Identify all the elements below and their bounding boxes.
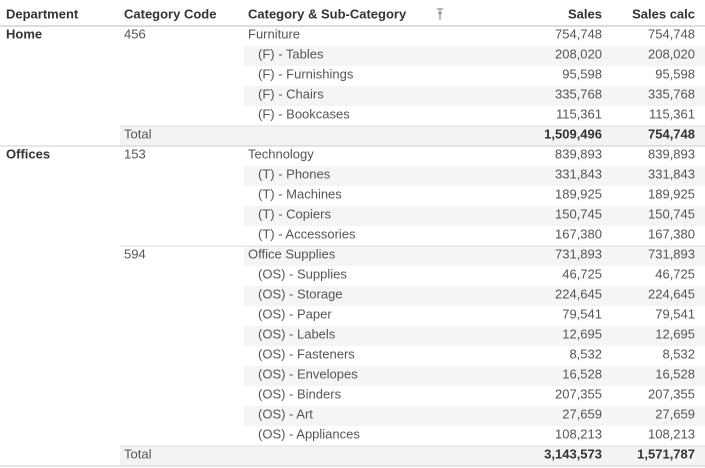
department: Offices [6,146,50,161]
category-code: 456 [124,26,146,41]
category: (OS) - Fasteners [258,346,355,361]
header-department: Department [6,6,79,21]
sales: 115,361 [556,106,602,121]
sales-calc: 335,768 [648,86,695,101]
sales: 335,768 [555,86,602,101]
sales: 12,695 [562,326,602,341]
sales-calc: 150,745 [648,206,695,221]
sales-calc: 8,532 [662,346,695,361]
category-code: Total [124,126,152,141]
sales: 208,020 [555,46,602,61]
header-category: Category & Sub-Category [248,6,407,21]
header-sales: Sales [568,6,602,21]
header-category-code: Category Code [124,6,216,21]
sales-calc: 207,355 [648,386,695,401]
sales: 1,509,496 [544,126,602,141]
category: Furniture [248,26,300,41]
row-band [244,46,705,66]
category: (OS) - Binders [258,386,342,401]
sales-calc: 46,725 [655,266,695,281]
sales-calc: 1,571,787 [637,446,695,461]
sales: 224,645 [555,286,602,301]
category: (T) - Phones [258,166,331,181]
row-band [244,86,705,106]
sales-calc: 754,748 [648,126,695,141]
sales: 167,380 [555,226,602,241]
category: (T) - Copiers [258,206,331,221]
row-band [244,286,705,306]
sales-calc: 224,645 [648,286,695,301]
row-band [244,406,705,426]
category: (OS) - Labels [258,326,336,341]
sales-calc: 12,695 [655,326,695,341]
sales: 108,213 [555,426,602,441]
row-band [244,326,705,346]
sales: 27,659 [562,406,602,421]
category: (F) - Furnishings [258,66,354,81]
sales: 150,745 [555,206,602,221]
sales-calc: 331,843 [648,166,695,181]
sales: 189,925 [555,186,602,201]
sales-calc: 731,893 [648,246,695,261]
department: Home [6,26,42,41]
sales: 46,725 [562,266,602,281]
category: (F) - Chairs [258,86,324,101]
category: (OS) - Supplies [258,266,347,281]
sales-calc: 16,528 [655,366,695,381]
sales: 8,532 [569,346,602,361]
sales: 839,893 [555,146,602,161]
category-code: 594 [124,246,146,261]
sales-calc: 27,659 [655,406,695,421]
header-sales-calc: Sales calc [632,6,695,21]
category: (OS) - Appliances [258,426,360,441]
sales-calc: 754,748 [648,26,695,41]
row-band [244,366,705,386]
category: (OS) - Art [258,406,313,421]
sales: 207,355 [555,386,602,401]
total-band [120,446,705,466]
sales: 331,843 [555,166,602,181]
category: (OS) - Storage [258,286,343,301]
category: (OS) - Envelopes [258,366,358,381]
row-band [244,246,705,266]
sales: 754,748 [555,26,602,41]
sales-calc: 189,925 [648,186,695,201]
category: Technology [248,146,314,161]
sales: 3,143,573 [544,446,602,461]
sales-calc: 208,020 [648,46,695,61]
sales-calc: 95,598 [655,66,695,81]
sales-calc: 839,893 [648,146,695,161]
category: (T) - Accessories [258,226,356,241]
sales: 79,541 [562,306,602,321]
sales-calc: 167,380 [648,226,695,241]
sales-calc: 108,213 [648,426,695,441]
sales: 16,528 [562,366,602,381]
category: (OS) - Paper [258,306,332,321]
sales-calc: 115,361 [649,106,695,121]
row-band [244,206,705,226]
sales: 95,598 [562,66,602,81]
sales-calc: 79,541 [655,306,695,321]
category: (F) - Bookcases [258,106,350,121]
total-band [120,126,705,146]
category: (F) - Tables [258,46,324,61]
category: (T) - Machines [258,186,342,201]
row-band [244,166,705,186]
category: Office Supplies [248,246,336,261]
category-code: Total [124,446,152,461]
sort-icon[interactable] [437,8,443,20]
category-code: 153 [124,146,146,161]
sales: 731,893 [555,246,602,261]
